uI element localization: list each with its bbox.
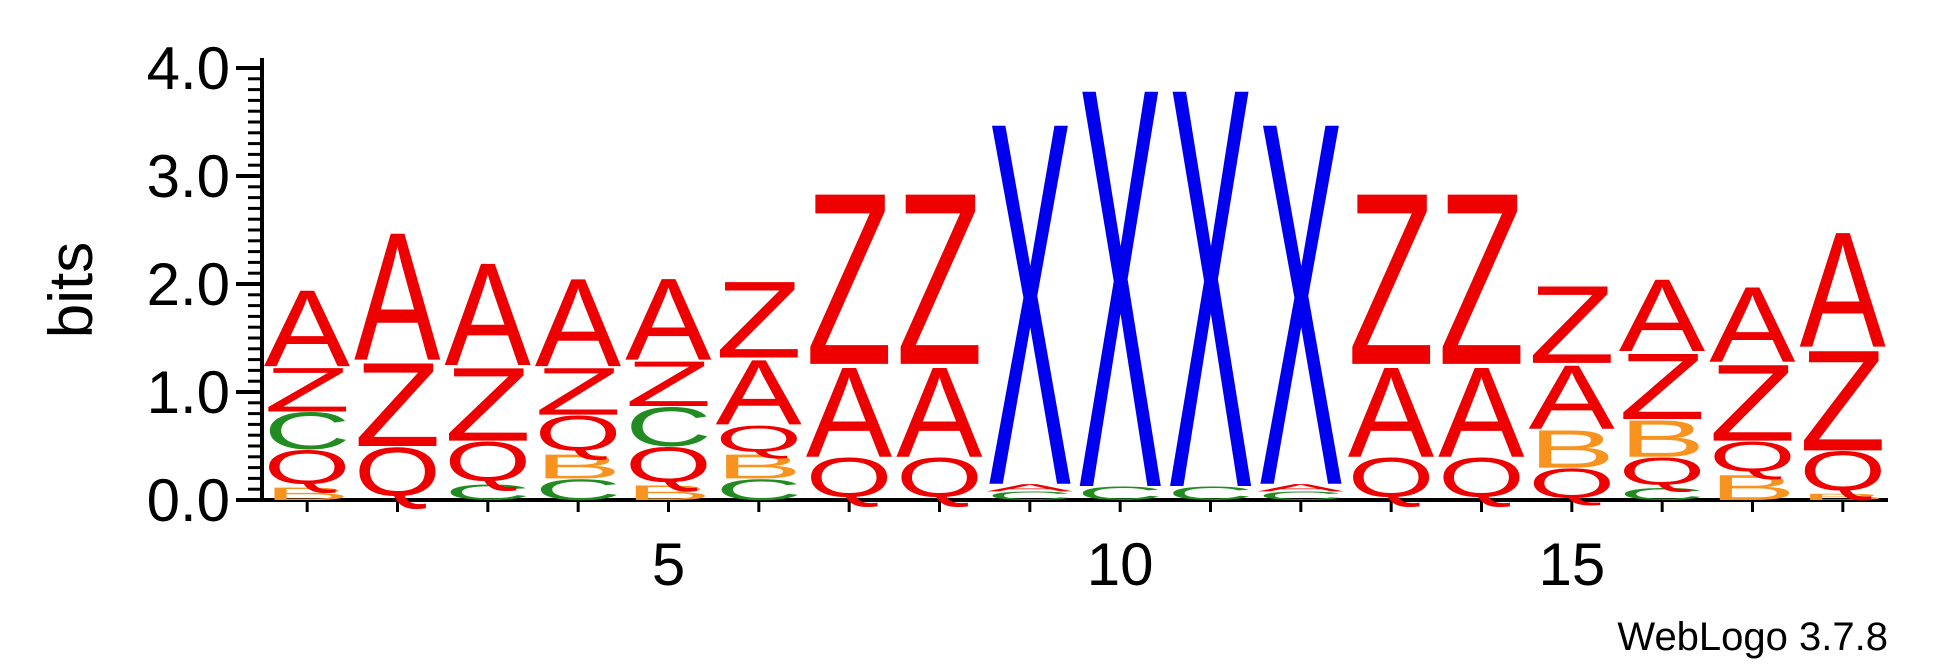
glyph-q: Q bbox=[896, 446, 983, 508]
glyph-a: A bbox=[625, 254, 712, 385]
glyph-c: C bbox=[625, 396, 712, 458]
logo-column-14: QAZ bbox=[1438, 141, 1525, 509]
logo-column-13: QAZ bbox=[1348, 141, 1435, 509]
glyph-q: Q bbox=[1619, 449, 1706, 493]
glyph-z: Z bbox=[1528, 263, 1615, 387]
glyph-c: C bbox=[986, 489, 1073, 502]
glyph-q: Q bbox=[1528, 460, 1615, 506]
x-tick-label: 15 bbox=[1538, 531, 1605, 598]
glyph-a: A bbox=[1619, 257, 1705, 373]
glyph-x: X bbox=[986, 15, 1073, 595]
glyph-b: B bbox=[535, 448, 622, 486]
glyph-q: Q bbox=[1348, 446, 1435, 508]
glyph-q: Q bbox=[444, 430, 531, 492]
glyph-b: B bbox=[625, 481, 712, 504]
logo-column-9: CAX bbox=[986, 15, 1073, 595]
glyph-c: C bbox=[1619, 484, 1706, 504]
glyph-q: Q bbox=[535, 406, 622, 461]
glyph-b: B bbox=[1709, 468, 1796, 508]
glyph-a: A bbox=[896, 341, 982, 485]
x-tick-label: 10 bbox=[1087, 531, 1154, 598]
glyph-b: B bbox=[1528, 419, 1615, 479]
glyph-a: A bbox=[1709, 265, 1796, 386]
glyph-z: Z bbox=[264, 355, 351, 425]
glyph-z: Z bbox=[1619, 334, 1706, 440]
x-axis: 5 10 15 bbox=[262, 498, 1888, 598]
glyph-z: Z bbox=[1348, 141, 1435, 417]
glyph-a: A bbox=[1257, 482, 1344, 494]
logo-column-11: CX bbox=[1167, 0, 1254, 609]
glyph-x: X bbox=[1257, 15, 1344, 595]
logo-column-8: QAZ bbox=[896, 141, 983, 509]
weblogo-credit: WebLogo 3.7.8 bbox=[1617, 615, 1888, 659]
logo-column-2: QZA bbox=[354, 194, 441, 510]
logo-column-10: CX bbox=[1077, 0, 1164, 609]
y-axis: 0.0 1.0 2.0 3.0 4.0 bbox=[147, 35, 264, 534]
glyph-a: A bbox=[1438, 341, 1524, 485]
glyph-a: A bbox=[354, 194, 441, 398]
glyph-a: A bbox=[1799, 199, 1885, 383]
glyph-q: Q bbox=[264, 441, 351, 495]
glyph-z: Z bbox=[896, 141, 983, 417]
glyph-b: B bbox=[264, 484, 351, 504]
x-tick-label: 5 bbox=[652, 531, 685, 598]
glyph-z: Z bbox=[1799, 321, 1886, 481]
glyph-a: A bbox=[715, 340, 801, 444]
glyph-x: X bbox=[1167, 0, 1254, 609]
glyph-c: C bbox=[264, 402, 351, 461]
glyph-z: Z bbox=[625, 348, 712, 420]
y-tick-label: 3.0 bbox=[147, 143, 230, 210]
glyph-c: C bbox=[535, 473, 622, 507]
glyph-q: Q bbox=[625, 437, 712, 492]
glyph-a: A bbox=[1348, 341, 1434, 485]
glyph-z: Z bbox=[444, 346, 531, 463]
glyph-c: C bbox=[444, 480, 531, 505]
y-axis-title: bits bbox=[37, 242, 106, 338]
glyph-a: A bbox=[986, 482, 1073, 494]
glyph-a: A bbox=[264, 267, 350, 389]
glyph-a: A bbox=[806, 341, 892, 485]
glyph-z: Z bbox=[715, 258, 802, 381]
glyph-q: Q bbox=[715, 418, 802, 460]
glyph-b: B bbox=[1799, 492, 1886, 502]
glyph-z: Z bbox=[535, 353, 622, 429]
y-tick-label: 2.0 bbox=[147, 251, 230, 318]
logo-column-12: CAX bbox=[1257, 15, 1344, 595]
glyph-z: Z bbox=[806, 141, 893, 417]
glyph-b: B bbox=[1619, 410, 1706, 469]
glyph-c: C bbox=[1167, 483, 1254, 505]
glyph-q: Q bbox=[806, 446, 893, 508]
glyph-c: C bbox=[1257, 489, 1344, 502]
glyph-a: A bbox=[444, 233, 531, 396]
glyph-a: A bbox=[1528, 346, 1615, 448]
glyph-x: X bbox=[1077, 0, 1164, 609]
y-tick-label: 1.0 bbox=[147, 359, 230, 426]
logo-column-7: QAZ bbox=[806, 141, 893, 509]
glyph-z: Z bbox=[1709, 341, 1796, 464]
y-tick-label: 4.0 bbox=[147, 35, 230, 102]
glyph-q: Q bbox=[1438, 446, 1525, 508]
y-tick-label: 0.0 bbox=[147, 467, 230, 534]
glyph-q: Q bbox=[1799, 440, 1886, 502]
glyph-c: C bbox=[1077, 483, 1164, 505]
glyph-c: C bbox=[715, 473, 802, 507]
glyph-z: Z bbox=[1438, 141, 1525, 417]
glyph-q: Q bbox=[354, 433, 441, 511]
glyph-a: A bbox=[535, 253, 621, 394]
glyph-z: Z bbox=[354, 337, 441, 471]
glyph-b: B bbox=[715, 448, 802, 486]
glyph-q: Q bbox=[1709, 433, 1796, 481]
